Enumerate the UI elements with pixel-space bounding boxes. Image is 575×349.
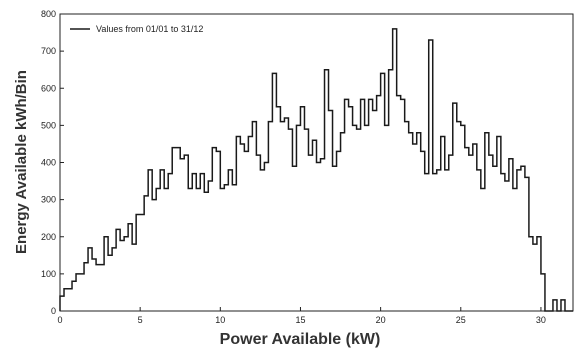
y-tick-label: 0 (51, 306, 56, 316)
y-tick-label: 300 (41, 195, 56, 205)
y-tick-label: 200 (41, 232, 56, 242)
x-tick-label: 15 (295, 315, 305, 325)
y-tick-label: 100 (41, 269, 56, 279)
y-axis-title: Energy Available kWh/Bin (13, 70, 30, 254)
y-tick-label: 400 (41, 158, 56, 168)
x-tick-label: 20 (376, 315, 386, 325)
x-tick-label: 10 (215, 315, 225, 325)
x-tick-label: 30 (536, 315, 546, 325)
x-tick-label: 5 (138, 315, 143, 325)
x-tick-label: 0 (57, 315, 62, 325)
legend-label: Values from 01/01 to 31/12 (96, 24, 203, 34)
y-axis: 0 100 200 300 400 500 600 700 800 (41, 9, 64, 316)
y-tick-label: 500 (41, 120, 56, 130)
y-tick-label: 800 (41, 9, 56, 19)
x-tick-label: 25 (456, 315, 466, 325)
series-line (59, 28, 573, 312)
x-axis: 0 5 10 15 20 25 30 (57, 307, 546, 325)
y-tick-label: 700 (41, 46, 56, 56)
x-axis-title: Power Available (kW) (220, 331, 381, 348)
y-tick-label: 600 (41, 83, 56, 93)
legend: Values from 01/01 to 31/12 (70, 24, 203, 34)
